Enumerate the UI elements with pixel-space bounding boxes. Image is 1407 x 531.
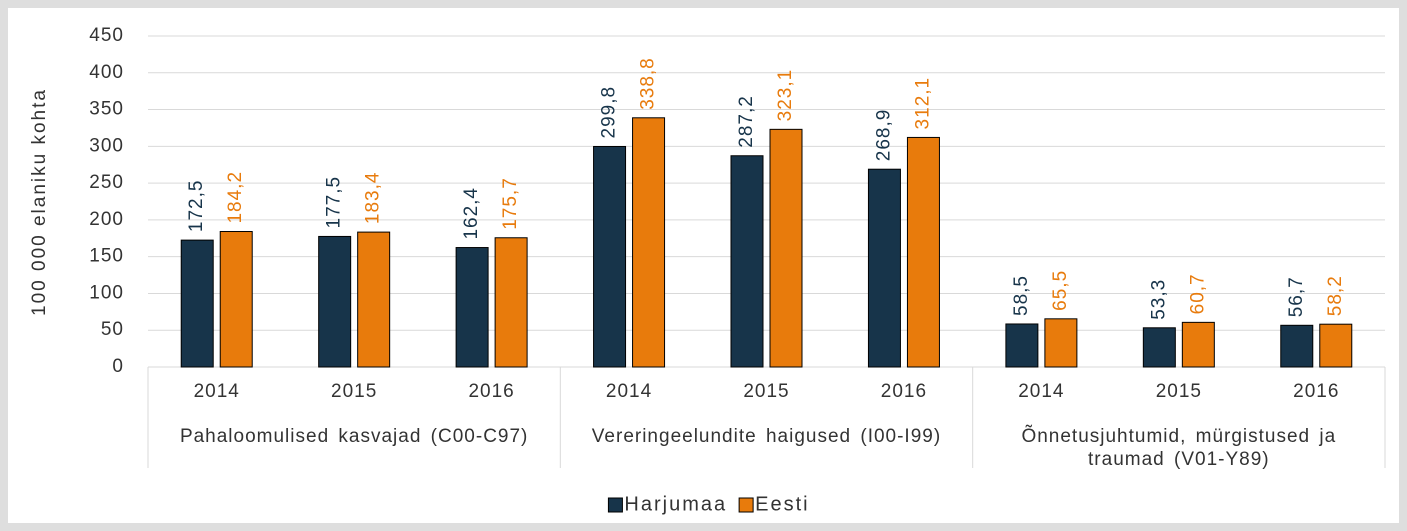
bar [1005,323,1039,368]
value-label: 58,5 [1011,275,1032,316]
x-tick-label: 2016 [1293,381,1339,402]
legend-swatch [738,497,754,513]
y-tick-label: 50 [101,319,124,340]
value-label: 287,2 [736,95,757,148]
value-label: 184,2 [225,171,246,224]
x-tick-label: 2014 [194,381,240,402]
value-label: 183,4 [363,172,384,225]
bar [593,145,627,368]
legend-label: Harjumaa [624,493,727,515]
value-label: 312,1 [912,77,933,130]
x-tick-label: 2016 [881,381,927,402]
bar [867,168,901,368]
bar [180,239,214,368]
bar [769,128,803,368]
value-label: 323,1 [775,69,796,122]
group-label: Õnnetusjuhtumid, mürgistused ja traumad … [1021,426,1337,470]
x-tick-label: 2016 [468,381,514,402]
bar [1181,321,1215,368]
bar [318,235,352,368]
y-tick-label: 450 [89,25,124,46]
y-tick-label: 350 [89,99,124,120]
bar [730,155,764,368]
value-label: 60,7 [1187,273,1208,314]
y-tick-label: 0 [112,356,124,377]
value-label: 53,3 [1148,279,1169,320]
bar [906,136,940,368]
y-tick-label: 150 [89,246,124,267]
value-label: 56,7 [1286,276,1307,317]
y-tick-label: 300 [89,135,124,156]
bar [1044,318,1078,368]
value-label: 175,7 [500,177,521,230]
value-label: 58,2 [1325,275,1346,316]
bar [632,117,666,368]
bar [455,247,489,368]
bar [1280,324,1314,368]
x-tick-label: 2015 [331,381,377,402]
x-tick-label: 2014 [1018,381,1064,402]
x-tick-label: 2014 [606,381,652,402]
y-tick-label: 250 [89,172,124,193]
value-label: 177,5 [324,176,345,229]
group-label: Pahaloomulised kasvajad (C00-C97) [179,426,529,447]
value-label: 268,9 [873,109,894,162]
bar [1142,327,1176,368]
value-label: 338,8 [638,57,659,110]
bar [357,231,391,368]
value-label: 162,4 [461,187,482,240]
legend-label: Eesti [755,493,809,515]
value-label: 299,8 [599,86,620,139]
value-label: 172,5 [186,180,207,233]
y-axis-label: 100 000 elaniku kohta [29,88,50,316]
y-tick-label: 400 [89,62,124,83]
bar [219,231,253,368]
y-tick-label: 100 [89,282,124,303]
bar [494,237,528,368]
bar [1319,323,1353,368]
legend-swatch [607,497,623,513]
group-label: Vereringeelundite haigused (I00-I99) [591,426,942,447]
x-tick-label: 2015 [743,381,789,402]
x-tick-label: 2015 [1156,381,1202,402]
value-label: 65,5 [1050,270,1071,311]
y-tick-label: 200 [89,209,124,230]
